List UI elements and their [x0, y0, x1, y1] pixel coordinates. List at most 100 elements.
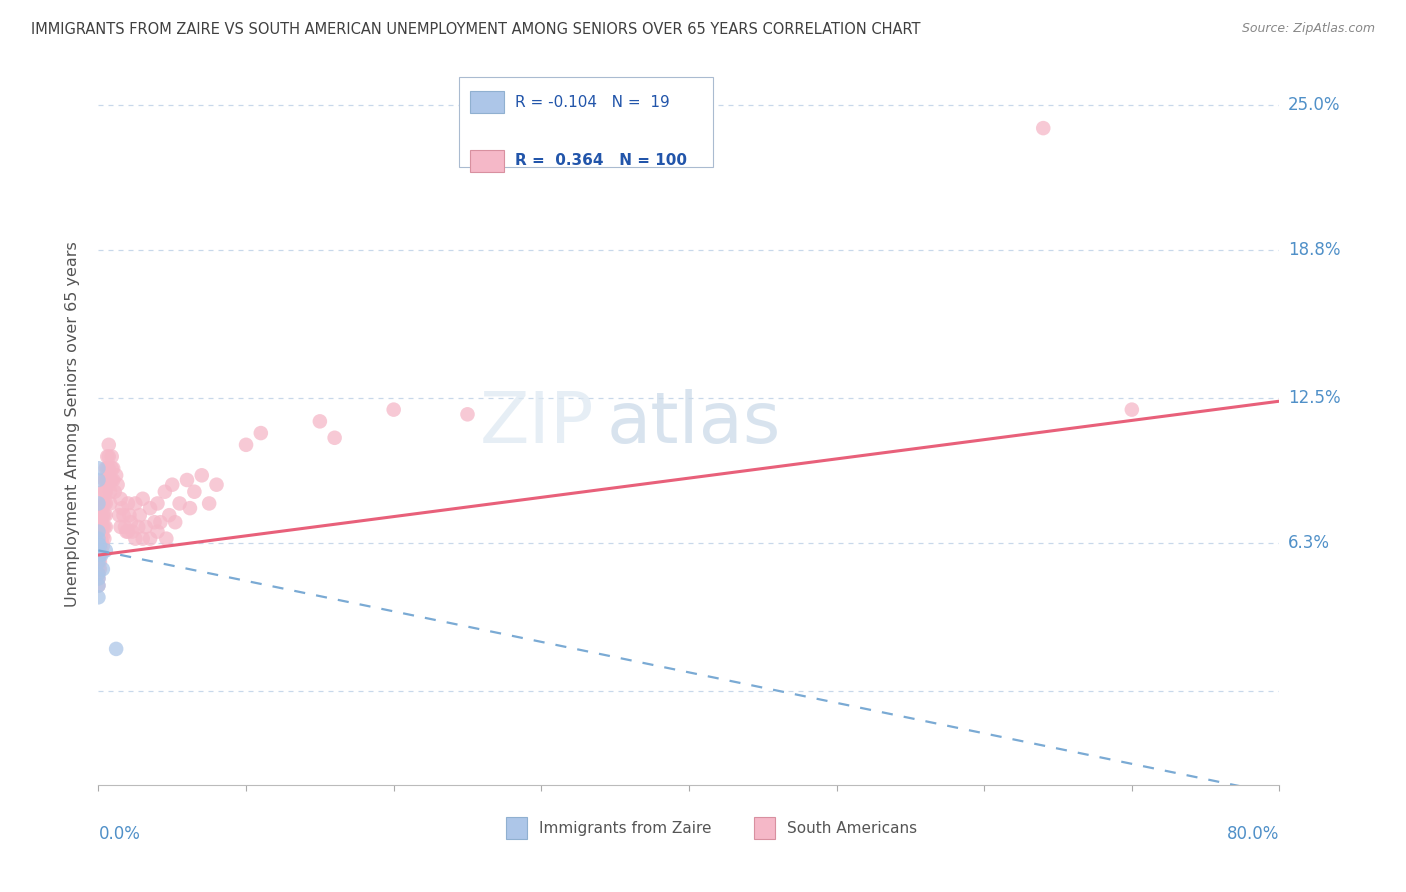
- Point: [87, 578, 110, 592]
- Point: [191, 468, 214, 483]
- Text: 25.0%: 25.0%: [1288, 95, 1340, 113]
- Point: [87, 532, 110, 546]
- Point: [135, 520, 157, 534]
- Point: [89, 532, 111, 546]
- Point: [87, 591, 110, 605]
- Point: [198, 496, 221, 510]
- Point: [94, 484, 117, 499]
- Point: [110, 520, 132, 534]
- Point: [114, 520, 136, 534]
- Text: South Americans: South Americans: [787, 821, 917, 836]
- Point: [89, 508, 111, 523]
- Point: [94, 461, 117, 475]
- Point: [103, 461, 125, 475]
- Point: [104, 484, 127, 499]
- Point: [93, 496, 115, 510]
- Text: 0.0%: 0.0%: [98, 825, 141, 843]
- Point: [382, 402, 405, 417]
- Point: [93, 532, 115, 546]
- Point: [139, 501, 162, 516]
- Point: [1121, 402, 1143, 417]
- Text: Immigrants from Zaire: Immigrants from Zaire: [538, 821, 711, 836]
- Point: [183, 484, 205, 499]
- Text: Source: ZipAtlas.com: Source: ZipAtlas.com: [1241, 22, 1375, 36]
- Point: [89, 548, 111, 562]
- Point: [91, 562, 114, 576]
- Point: [91, 529, 114, 543]
- Point: [87, 524, 110, 539]
- FancyBboxPatch shape: [754, 817, 775, 839]
- Point: [93, 520, 115, 534]
- Point: [87, 539, 110, 553]
- Point: [105, 641, 128, 656]
- Point: [91, 496, 114, 510]
- Point: [120, 515, 142, 529]
- Text: 12.5%: 12.5%: [1288, 389, 1340, 407]
- Point: [205, 477, 228, 491]
- Point: [169, 496, 191, 510]
- Text: ZIP: ZIP: [479, 389, 595, 458]
- Point: [90, 533, 112, 548]
- Point: [94, 473, 117, 487]
- Point: [87, 555, 110, 569]
- FancyBboxPatch shape: [471, 91, 503, 113]
- Point: [87, 543, 110, 558]
- Point: [118, 508, 141, 523]
- Point: [146, 496, 169, 510]
- Point: [90, 510, 112, 524]
- Point: [87, 532, 110, 546]
- Point: [100, 461, 122, 475]
- Point: [457, 407, 479, 421]
- Point: [91, 508, 114, 523]
- Text: IMMIGRANTS FROM ZAIRE VS SOUTH AMERICAN UNEMPLOYMENT AMONG SENIORS OVER 65 YEARS: IMMIGRANTS FROM ZAIRE VS SOUTH AMERICAN …: [31, 22, 921, 37]
- Point: [117, 496, 139, 510]
- Text: atlas: atlas: [606, 389, 780, 458]
- Point: [93, 508, 115, 523]
- Point: [87, 508, 110, 523]
- Point: [97, 461, 120, 475]
- Point: [87, 496, 110, 510]
- Point: [89, 562, 111, 576]
- Point: [94, 496, 117, 510]
- Point: [87, 572, 110, 586]
- Point: [105, 468, 128, 483]
- Point: [94, 508, 117, 523]
- Point: [179, 501, 201, 516]
- Point: [107, 477, 129, 491]
- Point: [132, 532, 155, 546]
- Point: [90, 520, 112, 534]
- Point: [117, 524, 139, 539]
- Point: [87, 524, 110, 539]
- Point: [87, 536, 110, 550]
- FancyBboxPatch shape: [506, 817, 527, 839]
- Point: [162, 477, 183, 491]
- Point: [124, 496, 146, 510]
- Y-axis label: Unemployment Among Seniors over 65 years: Unemployment Among Seniors over 65 years: [65, 241, 80, 607]
- Point: [100, 473, 122, 487]
- Point: [93, 484, 115, 499]
- Point: [96, 450, 118, 464]
- Point: [96, 461, 118, 475]
- Point: [157, 508, 180, 523]
- Point: [89, 548, 111, 562]
- Point: [87, 548, 110, 562]
- Point: [103, 473, 125, 487]
- Text: 80.0%: 80.0%: [1227, 825, 1279, 843]
- Point: [634, 126, 657, 140]
- Point: [87, 572, 110, 586]
- Text: R =  0.364   N = 100: R = 0.364 N = 100: [516, 153, 688, 169]
- Point: [139, 532, 162, 546]
- Point: [89, 539, 111, 553]
- Point: [89, 539, 111, 553]
- Point: [146, 524, 169, 539]
- Point: [155, 532, 177, 546]
- Point: [153, 484, 176, 499]
- Point: [250, 426, 273, 441]
- Text: R = -0.104   N =  19: R = -0.104 N = 19: [516, 95, 671, 110]
- Point: [124, 532, 146, 546]
- Point: [110, 491, 132, 506]
- Point: [111, 501, 134, 516]
- Point: [165, 515, 187, 529]
- Point: [91, 484, 114, 499]
- Point: [94, 543, 117, 558]
